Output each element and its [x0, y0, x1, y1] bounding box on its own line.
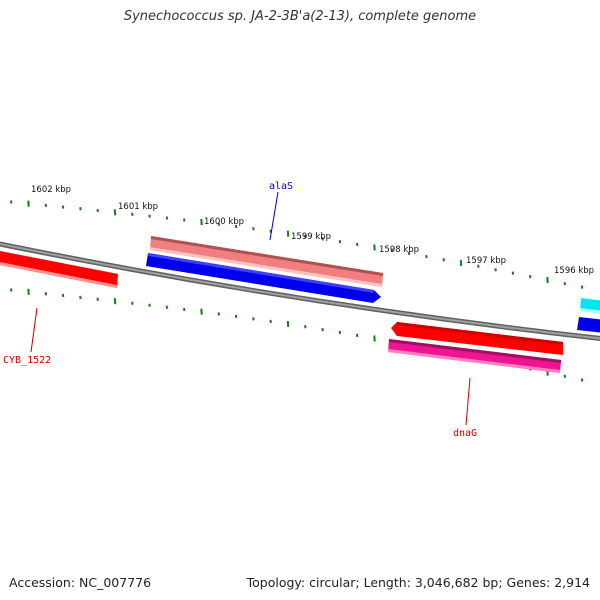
- scale-label-1598: 1598 kbp: [379, 245, 419, 255]
- genome-backbone-inner: [0, 242, 600, 340]
- label-line-alaS: [269, 191, 279, 241]
- gene-label-CYB_1522[interactable]: CYB_1522: [3, 355, 51, 366]
- label-line-dnaG: [465, 377, 471, 426]
- feature-pink[interactable]: [150, 236, 383, 287]
- scale-label-1597: 1597 kbp: [466, 256, 506, 266]
- gene-alaS[interactable]: [146, 253, 381, 303]
- gene-blue-right[interactable]: [577, 317, 600, 333]
- label-line-CYB_1522: [30, 307, 38, 353]
- genome-title: Synechococcus sp. JA-2-3B'a(2-13), compl…: [123, 9, 477, 24]
- scale-label-1600: 1600 kbp: [204, 217, 244, 227]
- feature-cyan[interactable]: [580, 298, 600, 314]
- gene-CYB_1522[interactable]: [0, 250, 118, 288]
- accession-text: Accession: NC_007776: [9, 575, 152, 590]
- scale-ticks-upper: [10, 200, 584, 289]
- scale-label-1602: 1602 kbp: [31, 185, 71, 195]
- gene-label-alaS[interactable]: alaS: [269, 181, 293, 192]
- gene-label-dnaG[interactable]: dnaG: [453, 428, 477, 439]
- scale-label-1599: 1599 kbp: [291, 232, 331, 242]
- gene-dnaG[interactable]: [388, 339, 561, 373]
- topology-text: Topology: circular; Length: 3,046,682 bp…: [246, 575, 590, 590]
- scale-label-1601: 1601 kbp: [118, 202, 158, 212]
- gene-red-forward[interactable]: [391, 322, 563, 355]
- scale-label-1596: 1596 kbp: [554, 266, 594, 276]
